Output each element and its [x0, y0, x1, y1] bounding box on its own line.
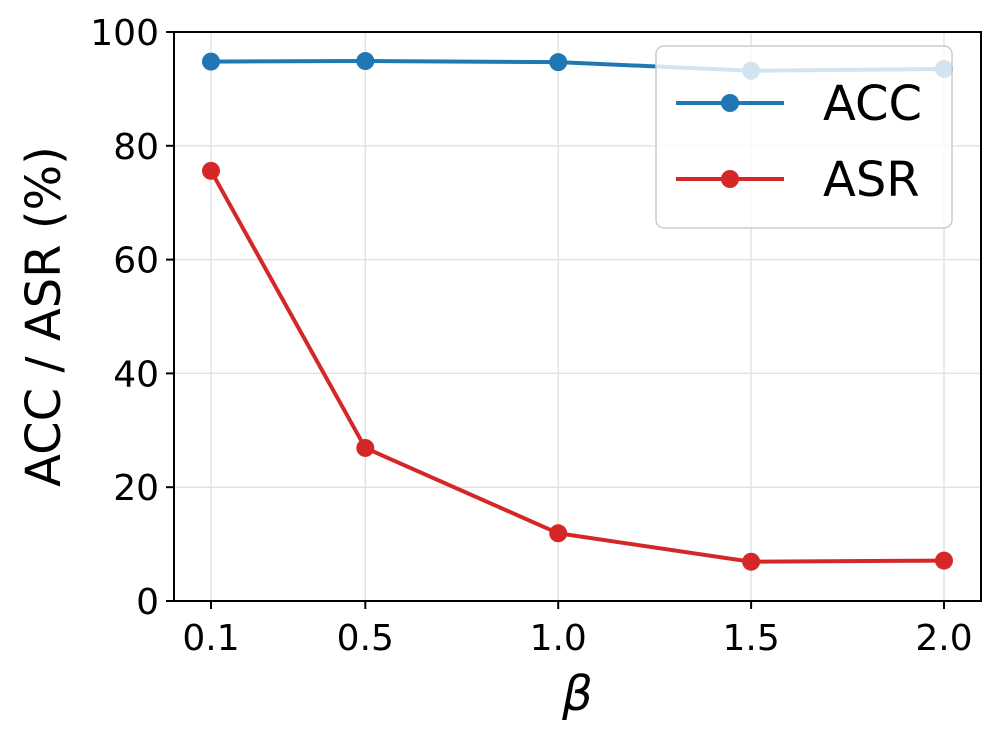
- legend: ACC ASR: [655, 45, 953, 229]
- y-tick-label: 80: [113, 127, 159, 168]
- asr-point: [356, 438, 375, 457]
- x-tick-label: 1.5: [722, 618, 779, 659]
- x-tick-label: 1.0: [530, 618, 587, 659]
- acc-point: [549, 53, 568, 72]
- legend-swatch-marker-asr: [721, 170, 739, 188]
- y-tick-label: 0: [136, 582, 159, 623]
- y-tick-label: 100: [90, 13, 159, 54]
- ticks: 0.1 0.5 1.0 1.5 2.0 0 20 40 60 80 100: [90, 13, 972, 659]
- asr-line: [209, 168, 946, 564]
- legend-label-acc: ACC: [823, 76, 922, 132]
- series-asr: [202, 161, 953, 571]
- y-tick-label: 40: [113, 354, 159, 395]
- plot-frame: [173, 31, 982, 602]
- legend-swatch-marker-acc: [721, 94, 739, 112]
- asr-point: [549, 524, 568, 543]
- acc-point: [356, 52, 375, 71]
- asr-point: [202, 161, 220, 180]
- asr-point: [742, 552, 761, 571]
- x-tick-label: 2.0: [915, 618, 972, 659]
- x-tick-label: 0.5: [337, 618, 394, 659]
- y-tick-label: 20: [113, 468, 159, 509]
- y-axis-label: ACC / ASR (%): [16, 146, 72, 487]
- x-tick-label: 0.1: [182, 618, 239, 659]
- legend-label-asr: ASR: [823, 152, 920, 208]
- y-tick-label: 60: [113, 241, 159, 282]
- asr-point: [935, 551, 953, 570]
- acc-point: [202, 52, 220, 71]
- x-axis-label: β: [561, 666, 593, 722]
